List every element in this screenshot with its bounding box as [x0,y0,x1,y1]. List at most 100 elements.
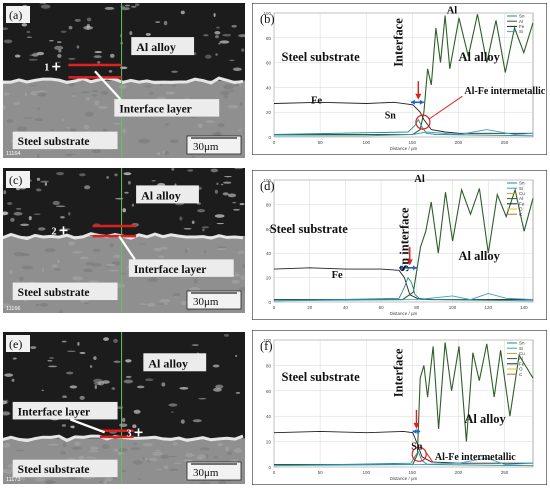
al-particle [215,53,218,56]
steel-grain [71,94,76,98]
steel-grain [240,274,245,280]
al-particle [61,424,67,427]
al-particle [54,45,64,51]
point-marker [134,428,143,437]
steel-grain [191,155,196,158]
legend-entry: Sn [519,341,525,346]
panel-label: (b) [260,12,275,26]
image-code: 11173 [6,477,20,483]
steel-grain [169,139,180,144]
steel-grain [16,126,28,132]
steel-grain [6,119,14,123]
steel-grain [218,480,227,484]
intermetallic-arrow [428,95,463,120]
steel-grain [23,117,33,119]
linescan-panel-d: 0 20 40 60 80 100 0 20 40 60 80 100 120 140 Distance /… [252,170,547,320]
steel-grain [44,248,56,253]
interface-layer-label: Interface layer [128,259,234,277]
al-particle [3,27,9,31]
steel-grain [180,300,187,306]
al-particle [60,216,65,219]
steel-grain [63,129,67,131]
steel-grain [223,84,234,90]
legend-entry: Al [519,19,523,24]
steel-grain [80,91,90,94]
al-particle [78,173,86,177]
al-particle [104,6,115,10]
scale-bar: 30μm [186,461,242,481]
steel-grain [68,241,76,246]
steel-grain [87,280,100,283]
steel-grain [74,441,81,446]
steel-grain [133,459,143,465]
steel-grain [168,468,179,471]
al-particle [33,213,41,216]
al-particle [161,382,166,387]
steel-grain [163,465,169,469]
steel-grain [117,451,124,455]
al-particle [119,423,128,428]
sem-micrograph: 2 Al alloy Steel substrate Interface layer (… [3,168,245,313]
legend-entry: Si [519,346,523,351]
al-particle [121,7,131,11]
x-tick-label: 80 [414,305,420,310]
al-particle [7,202,13,206]
panel-label-box [6,335,30,352]
steel-grain [171,84,177,87]
x-tick-label: 150 [409,470,417,475]
steel-grain [35,303,40,307]
steel-substrate-label-text: Steel substrate [18,136,90,148]
steel-grain [34,117,44,122]
fe-label: Fe [311,95,322,106]
series-line-si [274,129,534,137]
y-tick-label: 60 [266,61,272,66]
steel-grain [162,151,166,154]
steel-grain [121,469,126,473]
point-number: 3 [127,428,132,439]
al-particle [12,357,17,360]
al-particle [241,48,245,52]
al-particle [29,54,39,56]
steel-grain [155,468,163,471]
steel-grain [147,302,156,307]
steel-grain [138,243,146,245]
legend-entry: Si [519,29,523,34]
steel-grain [65,154,73,157]
y-tick-label: 100 [263,338,271,343]
al-particle [52,200,60,206]
al-particle [55,205,66,207]
steel-grain [3,303,11,308]
al-particle [233,208,240,211]
al-particle [3,411,11,416]
steel-grain [157,303,166,305]
x-tick-label: 200 [455,470,463,475]
al-particle [10,217,15,222]
al-particle [36,51,45,56]
al-particle [155,21,161,23]
al-particle [132,424,137,429]
al-particle [163,20,168,26]
panel-label: (e) [6,335,30,352]
steel-grain [227,104,239,109]
steel-grain [164,123,169,126]
steel-grain [84,277,87,279]
al-alloy-label-box [143,353,207,372]
steel-grain [85,262,95,266]
sem-micrograph: 3 Al alloy Steel substrate Interface layer (… [3,332,245,484]
steel-grain [230,459,239,463]
al-particle [238,34,245,38]
x-tick-label: 100 [449,305,457,310]
legend-entry: Fe [519,361,525,366]
al-particle [79,351,86,354]
scale-bar-text: 30μm [193,296,219,308]
steel-grain [102,128,108,132]
scale-bar: 30μm [186,135,242,155]
al-particle [123,379,134,384]
steel-grain [179,277,191,279]
steel-grain [197,123,203,128]
al-particle [144,378,154,382]
steel-grain [72,92,76,95]
al-particle [215,35,219,39]
steel-grain [79,256,89,260]
